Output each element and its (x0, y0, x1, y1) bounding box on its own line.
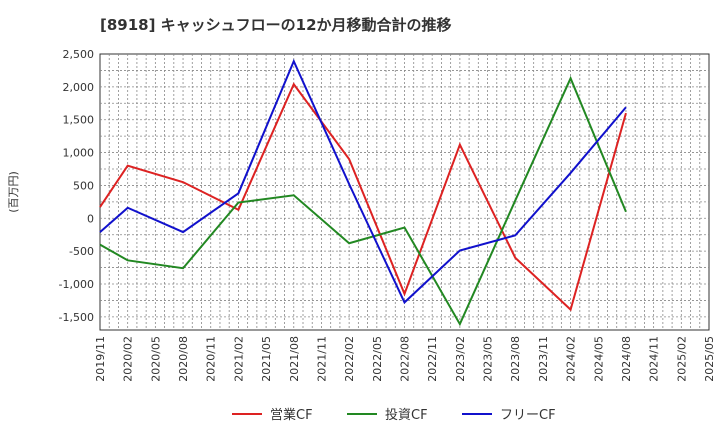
chart-title: [8918] キャッシュフローの12か月移動合計の推移 (100, 16, 452, 34)
x-tick-label: 2024/08 (620, 336, 633, 382)
y-tick-label: 500 (73, 179, 94, 192)
x-tick-label: 2024/05 (592, 336, 605, 382)
x-tick-label: 2020/11 (205, 336, 218, 382)
x-tick-label: 2021/08 (288, 336, 301, 382)
x-tick-label: 2023/05 (482, 336, 495, 382)
legend-label: 投資CF (385, 407, 428, 423)
x-tick-label: 2022/08 (399, 336, 412, 382)
x-tick-label: 2024/02 (565, 336, 578, 382)
x-tick-label: 2019/11 (94, 336, 107, 382)
x-tick-label: 2021/11 (315, 336, 328, 382)
y-tick-label: 1,500 (63, 114, 95, 127)
series-line (99, 75, 627, 327)
x-tick-label: 2020/02 (122, 336, 135, 382)
y-tick-label: -1,500 (59, 311, 94, 324)
x-tick-label: 2021/02 (232, 336, 245, 382)
series-line (99, 58, 627, 305)
legend-item: 投資CF (347, 407, 428, 423)
x-tick-label: 2023/02 (454, 336, 467, 382)
series-line (99, 82, 627, 312)
x-tick-label: 2020/08 (177, 336, 190, 382)
legend-label: 営業CF (270, 407, 313, 423)
y-tick-label: -500 (69, 245, 94, 258)
y-tick-label: 0 (87, 212, 94, 225)
x-tick-label: 2022/11 (426, 336, 439, 382)
x-tick-label: 2025/02 (675, 336, 688, 382)
x-tick-label: 2023/11 (537, 336, 550, 382)
y-tick-label: 2,000 (63, 81, 95, 94)
x-tick-label: 2024/11 (648, 336, 661, 382)
y-tick-label: 1,000 (63, 147, 95, 160)
x-tick-label: 2021/05 (260, 336, 273, 382)
legend-item: フリーCF (462, 408, 556, 423)
y-tick-label: 2,500 (63, 48, 95, 61)
legend-item: 営業CF (232, 407, 313, 423)
x-tick-label: 2022/02 (343, 336, 356, 382)
y-axis-label: (百万円) (7, 171, 20, 213)
legend-label: フリーCF (500, 408, 556, 423)
x-tick-label: 2023/08 (509, 336, 522, 382)
y-tick-label: -1,000 (59, 278, 94, 291)
x-tick-label: 2025/05 (703, 336, 716, 382)
x-tick-label: 2022/05 (371, 336, 384, 382)
x-tick-label: 2020/05 (149, 336, 162, 382)
